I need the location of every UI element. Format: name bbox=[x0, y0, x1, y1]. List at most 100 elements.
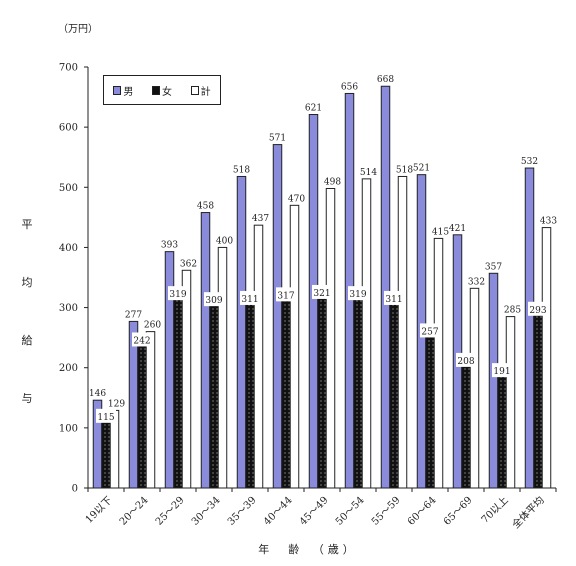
bar-total bbox=[469, 287, 480, 489]
data-label-female: 317 bbox=[277, 291, 294, 301]
bar-total bbox=[505, 316, 516, 489]
data-label-box-female bbox=[492, 363, 512, 378]
data-label-female: 309 bbox=[205, 296, 222, 306]
x-tick-label: 45～49 bbox=[298, 495, 331, 528]
data-label-male: 521 bbox=[413, 164, 430, 174]
bar-total bbox=[361, 178, 372, 489]
data-label-female: 115 bbox=[97, 413, 114, 423]
bar-female bbox=[209, 301, 219, 489]
data-label-total: 400 bbox=[216, 236, 233, 246]
x-tick-label: 全体平均 bbox=[509, 493, 546, 530]
data-label-total: 514 bbox=[360, 168, 377, 178]
bar-total bbox=[217, 246, 228, 489]
bar-female bbox=[353, 295, 363, 489]
data-label-box-female bbox=[204, 292, 224, 307]
y-tick-label: 300 bbox=[59, 303, 78, 314]
data-label-female: 319 bbox=[169, 290, 186, 300]
legend-label-male: 男 bbox=[123, 86, 134, 98]
data-label-male: 458 bbox=[197, 202, 214, 212]
legend-label-female: 女 bbox=[161, 86, 172, 98]
y-tick-label: 0 bbox=[72, 484, 78, 495]
x-tick-label: 30～34 bbox=[190, 495, 223, 528]
data-label-box-female bbox=[456, 352, 476, 367]
bar-male bbox=[380, 85, 391, 489]
bar-female bbox=[281, 296, 291, 489]
data-label-male: 621 bbox=[305, 104, 322, 114]
data-label-female: 242 bbox=[133, 336, 150, 346]
unit-label: （万円） bbox=[58, 24, 98, 35]
data-label-total: 518 bbox=[396, 165, 413, 175]
data-label-male: 357 bbox=[485, 262, 502, 272]
data-label-female: 208 bbox=[457, 357, 474, 367]
bar-female bbox=[389, 300, 399, 489]
bar-total bbox=[433, 237, 444, 489]
bar-total bbox=[325, 187, 336, 489]
bar-total bbox=[397, 175, 408, 489]
data-label-male: 421 bbox=[449, 224, 466, 234]
data-label-box-female bbox=[96, 408, 116, 423]
x-tick-label: 19以下 bbox=[84, 495, 115, 526]
data-label-female: 257 bbox=[421, 327, 438, 337]
bar-female bbox=[425, 332, 435, 489]
y-tick-label: 700 bbox=[59, 63, 78, 74]
bar-male bbox=[236, 175, 247, 489]
bar-total bbox=[541, 227, 552, 489]
data-label-box-female bbox=[528, 301, 548, 316]
bar-female bbox=[461, 362, 471, 489]
data-label-male: 571 bbox=[269, 134, 286, 144]
data-label-male: 656 bbox=[341, 82, 358, 92]
bar-total bbox=[289, 204, 300, 489]
bar-female bbox=[173, 295, 183, 489]
data-label-box-female bbox=[384, 290, 404, 305]
bar-female bbox=[317, 294, 327, 489]
data-label-female: 191 bbox=[493, 367, 510, 377]
y-axis-label: 平均給与 bbox=[21, 218, 33, 405]
data-label-box-female bbox=[276, 287, 296, 302]
bar-female bbox=[137, 341, 147, 489]
data-label-total: 470 bbox=[288, 194, 305, 204]
x-tick-label: 35～39 bbox=[226, 495, 259, 528]
data-label-total: 129 bbox=[108, 399, 125, 409]
bar-total bbox=[253, 224, 264, 489]
data-label-box-female bbox=[348, 286, 368, 301]
data-label-box-female bbox=[168, 286, 188, 301]
data-label-male: 518 bbox=[233, 165, 250, 175]
x-tick-label: 55～59 bbox=[370, 495, 403, 528]
y-tick-label: 200 bbox=[59, 363, 78, 374]
legend-item-male: 男 bbox=[113, 83, 133, 98]
bar-male bbox=[272, 144, 283, 489]
legend-swatch-total bbox=[190, 85, 199, 95]
y-tick-label: 500 bbox=[59, 183, 78, 194]
y-tick-label: 600 bbox=[59, 123, 78, 134]
data-label-female: 293 bbox=[529, 306, 546, 316]
x-tick-label: 50～54 bbox=[334, 495, 367, 528]
x-tick-label: 20～24 bbox=[118, 495, 151, 528]
data-label-total: 415 bbox=[432, 227, 449, 237]
x-tick-label: 60～64 bbox=[406, 495, 439, 528]
data-label-female: 311 bbox=[385, 295, 402, 305]
bar-female bbox=[497, 372, 507, 489]
x-tick-label: 70以上 bbox=[479, 494, 511, 526]
data-label-total: 332 bbox=[468, 277, 485, 287]
bar-female bbox=[245, 300, 255, 489]
legend-swatch-male bbox=[113, 85, 122, 95]
bar-total bbox=[145, 331, 156, 489]
data-label-male: 532 bbox=[521, 157, 538, 167]
legend-label-total: 計 bbox=[200, 86, 211, 98]
data-label-female: 319 bbox=[349, 290, 366, 300]
y-tick-label: 100 bbox=[59, 423, 78, 434]
x-tick-label: 25～29 bbox=[154, 495, 187, 528]
data-label-female: 321 bbox=[313, 289, 330, 299]
legend-item-female: 女 bbox=[151, 83, 172, 98]
legend-swatch-female bbox=[151, 85, 160, 95]
x-tick-label: 65～69 bbox=[442, 495, 475, 528]
data-label-total: 498 bbox=[324, 177, 341, 187]
data-label-total: 362 bbox=[180, 259, 197, 269]
data-label-male: 146 bbox=[89, 389, 106, 399]
legend-item-total: 計 bbox=[190, 83, 211, 98]
data-label-total: 437 bbox=[252, 214, 269, 224]
bar-male bbox=[488, 272, 499, 489]
data-label-male: 277 bbox=[125, 310, 142, 320]
bar-female bbox=[533, 311, 543, 489]
